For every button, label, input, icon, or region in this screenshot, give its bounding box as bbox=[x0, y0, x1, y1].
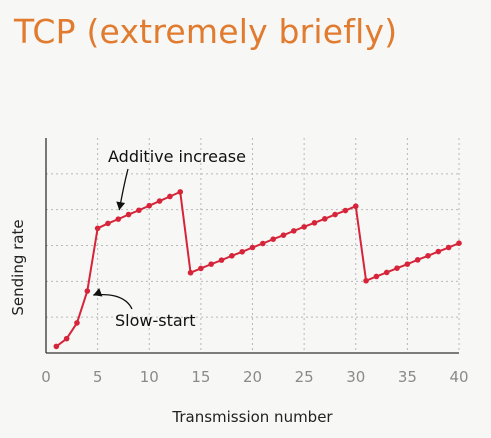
data-point-5 bbox=[94, 225, 101, 232]
data-point-18 bbox=[229, 253, 235, 259]
data-point-13 bbox=[177, 189, 184, 195]
data-point-6 bbox=[105, 220, 111, 227]
data-point-24 bbox=[291, 228, 297, 234]
data-point-19 bbox=[239, 249, 245, 255]
data-point-34 bbox=[394, 265, 400, 271]
data-point-11 bbox=[156, 198, 163, 204]
data-point-30 bbox=[352, 203, 359, 210]
x-tick-labels: 0 5 10 15 20 25 30 35 40 bbox=[41, 368, 468, 386]
data-point-7 bbox=[115, 216, 122, 222]
data-point-12 bbox=[167, 193, 173, 200]
x-axis-label: Transmission number bbox=[171, 408, 333, 426]
x-tick-label-25: 25 bbox=[295, 368, 314, 386]
arrowhead-slow-start bbox=[93, 288, 103, 297]
data-point-10 bbox=[146, 202, 153, 209]
data-point-3 bbox=[74, 320, 80, 326]
data-point-26 bbox=[311, 220, 318, 226]
data-point-28 bbox=[332, 211, 338, 218]
data-point-27 bbox=[321, 216, 328, 222]
data-point-32 bbox=[373, 273, 380, 280]
data-point-36 bbox=[414, 257, 421, 263]
data-point-9 bbox=[136, 207, 142, 214]
y-axis-label: Sending rate bbox=[9, 219, 27, 315]
data-point-35 bbox=[404, 261, 411, 267]
data-point-25 bbox=[301, 224, 307, 230]
data-point-33 bbox=[383, 269, 390, 276]
x-tick-label-40: 40 bbox=[449, 368, 468, 386]
annotation-slow-start: Slow-start bbox=[115, 311, 196, 330]
series-sending-rate bbox=[53, 189, 462, 350]
data-point-38 bbox=[435, 248, 442, 255]
data-point-37 bbox=[425, 253, 431, 259]
data-point-1 bbox=[53, 343, 60, 350]
x-tick-label-0: 0 bbox=[41, 368, 51, 386]
x-tick-label-20: 20 bbox=[243, 368, 262, 386]
axes bbox=[45, 138, 459, 354]
data-point-20 bbox=[249, 244, 256, 251]
data-point-40 bbox=[456, 240, 462, 247]
data-point-22 bbox=[270, 236, 276, 242]
slide-title: TCP (extremely briefly) bbox=[14, 12, 398, 51]
data-point-15 bbox=[198, 265, 204, 272]
series-line bbox=[55, 190, 460, 348]
data-point-14 bbox=[187, 269, 194, 276]
x-tick-label-10: 10 bbox=[140, 368, 159, 386]
data-point-23 bbox=[280, 232, 287, 238]
data-point-31 bbox=[363, 277, 369, 284]
annotations: Additive increase Slow-start bbox=[93, 147, 246, 330]
x-tick-label-30: 30 bbox=[346, 368, 365, 386]
data-point-4 bbox=[84, 288, 91, 294]
x-tick-label-35: 35 bbox=[398, 368, 417, 386]
data-point-16 bbox=[208, 261, 214, 267]
data-point-21 bbox=[260, 240, 266, 247]
annotation-additive-increase: Additive increase bbox=[108, 147, 246, 166]
arrow-slow-start bbox=[93, 293, 133, 310]
data-point-17 bbox=[218, 257, 225, 263]
data-point-39 bbox=[445, 244, 452, 251]
data-point-8 bbox=[125, 211, 132, 218]
arrowhead-additive-increase bbox=[116, 201, 126, 211]
x-tick-label-15: 15 bbox=[191, 368, 210, 386]
data-point-29 bbox=[342, 207, 349, 214]
x-tick-label-5: 5 bbox=[93, 368, 103, 386]
data-point-2 bbox=[63, 335, 70, 342]
